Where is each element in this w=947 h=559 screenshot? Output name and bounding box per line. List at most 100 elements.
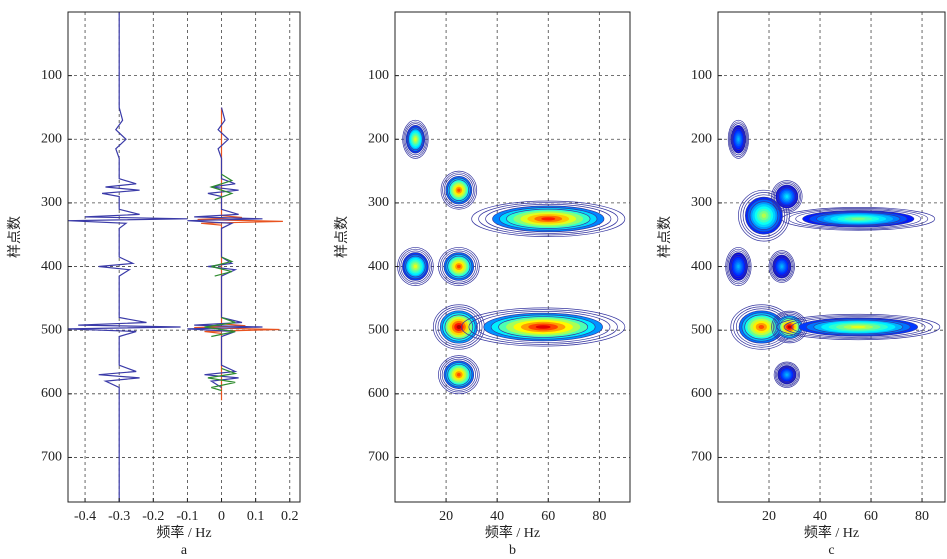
panel: 100 200 300 400 500 600 700 -0.4 -0.3 -0.2 -0.1 0 0.… — [7, 11, 301, 558]
x-tick-label: 80 — [915, 509, 929, 524]
axes-frame — [717, 11, 946, 503]
contour-ring — [728, 121, 749, 157]
x-tick-label: 80 — [592, 509, 606, 524]
contour-ring — [439, 248, 478, 285]
y-tick-label: 100 — [368, 68, 389, 83]
contour-ring — [795, 209, 922, 229]
y-tick-label: 400 — [368, 259, 389, 274]
contour-ring — [770, 253, 793, 280]
x-tick-label: 60 — [541, 509, 555, 524]
y-tick-label: 200 — [691, 131, 712, 146]
axes-frame — [394, 11, 631, 503]
plot-area — [395, 12, 630, 502]
trace — [187, 107, 263, 389]
contour-ring — [740, 192, 788, 240]
contour-ring — [729, 123, 748, 156]
contour-ring — [441, 250, 476, 283]
x-tick-label: 20 — [439, 509, 453, 524]
y-tick-label: 200 — [41, 131, 62, 146]
contour-ring — [443, 174, 474, 207]
contour-ring — [404, 123, 427, 156]
y-tick-label: 700 — [368, 450, 389, 465]
contour-ring — [791, 316, 926, 338]
y-tick-label: 500 — [41, 322, 62, 337]
contour-ring — [727, 250, 750, 283]
contour-ring — [776, 313, 941, 341]
y-tick-label: 300 — [41, 195, 62, 210]
contour-ring — [771, 180, 803, 213]
contour-ring — [398, 248, 433, 285]
x-tick-label: -0.1 — [176, 509, 198, 524]
y-tick-label: 600 — [691, 386, 712, 401]
x-tick-label: 60 — [864, 509, 878, 524]
panel-caption: c — [828, 543, 834, 558]
contour-ring — [787, 325, 792, 329]
contour-ring — [785, 373, 789, 376]
contour-ring — [738, 189, 790, 242]
x-axis-label: 频率 / Hz — [804, 524, 859, 541]
contour-ring — [413, 264, 418, 269]
y-tick-label: 100 — [41, 68, 62, 83]
contour-ring — [727, 119, 749, 159]
panel: 100 200 300 400 500 600 700 20 40 60 80 频率 / Hz b 样点数 — [334, 11, 631, 558]
x-tick-label: 0.2 — [281, 509, 299, 524]
contour-ring — [541, 217, 556, 221]
contour-ring — [788, 208, 929, 230]
panel: 100 200 300 400 500 600 700 20 40 60 80 频率 / Hz c 样点数 — [657, 11, 946, 558]
y-tick-label: 300 — [691, 195, 712, 210]
contour-ring — [725, 247, 752, 286]
contour-ring — [776, 363, 798, 386]
contour-ring — [440, 170, 478, 210]
y-tick-label: 200 — [368, 131, 389, 146]
contour-ring — [785, 195, 789, 198]
contour-ring — [850, 325, 866, 329]
x-axis-label: 频率 / Hz — [156, 524, 211, 541]
plot-area — [68, 12, 300, 502]
contour-ring — [471, 200, 626, 237]
y-axis-label: 样点数 — [7, 216, 23, 258]
contour-ring — [468, 309, 618, 345]
y-tick-label: 700 — [691, 450, 712, 465]
x-tick-label: 20 — [762, 509, 776, 524]
x-tick-label: -0.2 — [142, 509, 164, 524]
y-tick-label: 600 — [41, 386, 62, 401]
trace — [194, 107, 283, 401]
trace — [68, 12, 188, 502]
contour-ring — [761, 213, 767, 218]
contour-ring — [457, 372, 461, 377]
trace — [204, 173, 238, 392]
plot-area — [718, 12, 945, 502]
contour-ring — [435, 306, 483, 348]
contour-ring — [442, 172, 476, 208]
y-tick-label: 100 — [691, 68, 712, 83]
contour-ring — [769, 251, 794, 282]
x-tick-label: 40 — [813, 509, 827, 524]
y-tick-label: 300 — [368, 195, 389, 210]
contour-ring — [478, 202, 619, 236]
x-tick-label: 0.1 — [247, 509, 265, 524]
contour-ring — [438, 247, 480, 286]
contour-ring — [403, 121, 428, 157]
axes-frame — [67, 11, 301, 503]
contour-ring — [485, 203, 612, 234]
x-tick-label: -0.4 — [74, 509, 96, 524]
contour-ring — [773, 361, 800, 388]
contour-ring — [783, 315, 933, 339]
contour-ring — [780, 265, 783, 268]
contour-ring — [535, 325, 551, 329]
contour-ring — [400, 250, 431, 283]
contour-ring — [758, 324, 765, 330]
panel-caption: a — [181, 543, 188, 558]
contour-ring — [414, 137, 417, 142]
contour-ring — [457, 188, 461, 192]
contour-ring — [772, 181, 802, 212]
contour-ring — [439, 357, 478, 393]
x-axis-label: 频率 / Hz — [485, 524, 540, 541]
x-tick-label: 0 — [218, 509, 225, 524]
contour-ring — [851, 217, 866, 220]
contour-ring — [773, 183, 800, 210]
contour-ring — [402, 119, 429, 159]
contour-ring — [456, 324, 462, 330]
y-axis-label: 样点数 — [334, 216, 350, 258]
contour-ring — [457, 264, 461, 269]
